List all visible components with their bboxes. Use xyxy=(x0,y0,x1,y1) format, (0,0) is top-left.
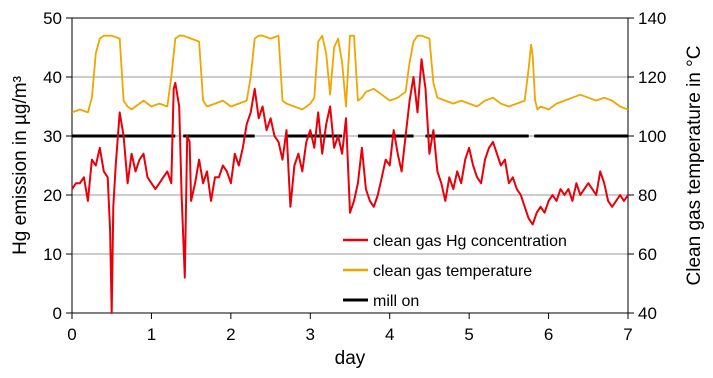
y-left-tick-label: 30 xyxy=(43,127,62,146)
x-tick-label: 4 xyxy=(385,325,394,344)
x-tick-label: 2 xyxy=(226,325,235,344)
axes: 0 1 2 3 4 5 6 7 0 10 20 30 40 50 40 60 80 100 120 140 xyxy=(43,9,666,344)
y-left-tick-label: 50 xyxy=(43,9,62,28)
legend-label: mill on xyxy=(373,293,419,310)
y-left-tick-label: 0 xyxy=(53,304,62,323)
legend: clean gas Hg concentration clean gas temp… xyxy=(343,233,567,310)
x-tick-label: 0 xyxy=(67,325,76,344)
y-left-tick-label: 40 xyxy=(43,68,62,87)
legend-label: clean gas temperature xyxy=(373,263,532,280)
plot-frame xyxy=(71,17,629,314)
x-tick-label: 5 xyxy=(464,325,473,344)
y-axis-right-label: Clean gas temperature in °C xyxy=(684,46,705,286)
y-right-tick-label: 60 xyxy=(638,245,657,264)
y-right-tick-label: 40 xyxy=(638,304,657,323)
y-right-tick-label: 80 xyxy=(638,186,657,205)
y-left-tick-label: 10 xyxy=(43,245,62,264)
y-left-tick-label: 20 xyxy=(43,186,62,205)
x-tick-label: 3 xyxy=(306,325,315,344)
series-line-clean-gas-temperature xyxy=(71,34,629,114)
x-tick-label: 1 xyxy=(147,325,156,344)
y-right-tick-label: 120 xyxy=(638,68,666,87)
x-axis-label: day xyxy=(335,348,366,369)
series-line-clean-gas-hg-concentration xyxy=(71,58,629,314)
x-tick-label: 7 xyxy=(623,325,632,344)
series-layer xyxy=(71,34,629,314)
y-right-tick-label: 140 xyxy=(638,9,666,28)
legend-label: clean gas Hg concentration xyxy=(373,233,567,250)
x-tick-label: 6 xyxy=(544,325,553,344)
y-right-tick-label: 100 xyxy=(638,127,666,146)
y-axis-left-label: Hg emission in µg/m³ xyxy=(10,76,31,255)
